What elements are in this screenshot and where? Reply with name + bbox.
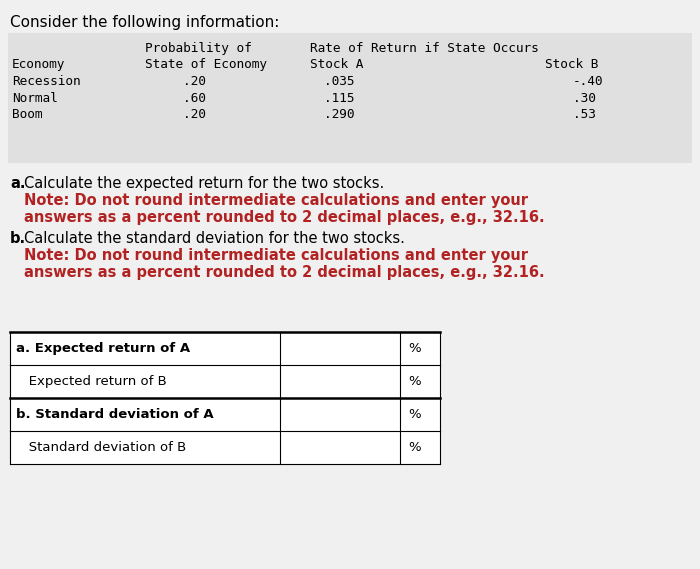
Text: State of Economy: State of Economy — [145, 58, 267, 71]
Text: .290: .290 — [324, 108, 354, 121]
Text: Rate of Return if State Occurs: Rate of Return if State Occurs — [310, 42, 539, 55]
Text: a.: a. — [10, 176, 25, 191]
Bar — [10, 332, 440, 365]
Bar — [10, 431, 440, 464]
Text: Calculate the standard deviation for the two stocks.: Calculate the standard deviation for the… — [24, 231, 405, 246]
Bar — [8, 33, 692, 163]
Text: Boom: Boom — [12, 108, 43, 121]
Text: .20: .20 — [183, 108, 206, 121]
Text: %: % — [408, 342, 421, 355]
Text: Stock A: Stock A — [310, 58, 363, 71]
Bar — [10, 398, 440, 431]
Text: Stock B: Stock B — [545, 58, 598, 71]
Text: Standard deviation of B: Standard deviation of B — [16, 441, 186, 454]
Text: %: % — [408, 441, 421, 454]
Text: a. Expected return of A: a. Expected return of A — [16, 342, 190, 355]
Text: b.: b. — [10, 231, 26, 246]
Text: Recession: Recession — [12, 75, 81, 88]
Text: .53: .53 — [573, 108, 596, 121]
Text: answers as a percent rounded to 2 decimal places, e.g., 32.16.: answers as a percent rounded to 2 decima… — [24, 265, 545, 280]
Text: Normal: Normal — [12, 92, 57, 105]
Text: Calculate the expected return for the two stocks.: Calculate the expected return for the tw… — [24, 176, 384, 191]
Text: .30: .30 — [573, 92, 596, 105]
Text: .60: .60 — [183, 92, 206, 105]
Text: -.40: -.40 — [573, 75, 603, 88]
Text: .20: .20 — [183, 75, 206, 88]
Text: %: % — [408, 408, 421, 421]
Text: %: % — [408, 375, 421, 388]
Text: Consider the following information:: Consider the following information: — [10, 15, 279, 30]
Text: Expected return of B: Expected return of B — [16, 375, 167, 388]
Bar — [10, 365, 440, 398]
Text: Probability of: Probability of — [145, 42, 252, 55]
Text: .035: .035 — [324, 75, 354, 88]
Text: answers as a percent rounded to 2 decimal places, e.g., 32.16.: answers as a percent rounded to 2 decima… — [24, 210, 545, 225]
Text: b. Standard deviation of A: b. Standard deviation of A — [16, 408, 213, 421]
Text: .115: .115 — [324, 92, 354, 105]
Text: Note: Do not round intermediate calculations and enter your: Note: Do not round intermediate calculat… — [24, 248, 528, 263]
Text: Note: Do not round intermediate calculations and enter your: Note: Do not round intermediate calculat… — [24, 193, 528, 208]
Text: Economy: Economy — [12, 58, 65, 71]
